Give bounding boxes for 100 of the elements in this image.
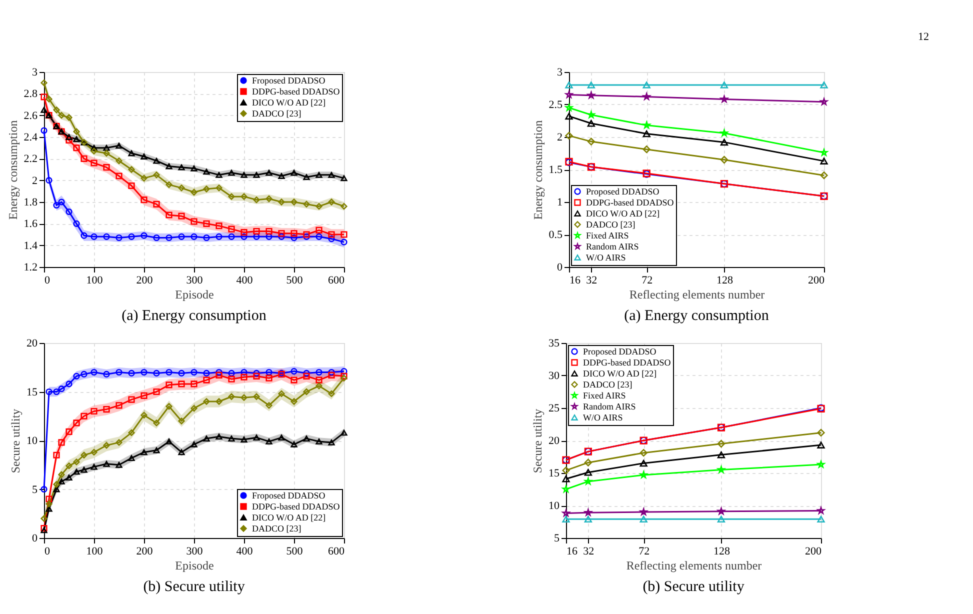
point [290, 398, 298, 405]
point [66, 136, 72, 144]
point [216, 368, 222, 376]
legend-label: Random AIRS [583, 402, 636, 412]
point [40, 527, 48, 534]
point [103, 150, 110, 157]
point [290, 234, 298, 242]
point [203, 436, 210, 442]
text: (a) Energy consumption [624, 308, 770, 324]
legend-label: Fixed AIRS [583, 390, 626, 400]
point [290, 376, 298, 384]
point [40, 106, 48, 113]
point [116, 368, 122, 376]
y-tick-label: 1.6 [24, 218, 38, 230]
point [303, 200, 310, 208]
y-tick-label: 1 [557, 196, 562, 208]
x-tick-label: 32 [586, 274, 598, 286]
point [178, 449, 185, 456]
legend-label: Froposed DDADSO [252, 76, 326, 86]
point [178, 370, 185, 377]
point [140, 232, 148, 239]
point [80, 412, 88, 420]
point [316, 226, 322, 234]
point [80, 155, 88, 162]
y-tick-label: 1.8 [24, 196, 38, 208]
y-tick-label: 2.6 [24, 110, 38, 122]
point [303, 436, 310, 442]
point [58, 112, 65, 119]
y-tick-label: 3 [32, 66, 38, 78]
point [340, 231, 348, 238]
point [128, 233, 135, 240]
point [240, 172, 248, 178]
point [73, 136, 80, 142]
point [153, 420, 160, 426]
x-axis-title: Reflecting elements number [626, 558, 762, 572]
point [328, 368, 335, 376]
y-axis-title: Secure utility [8, 408, 22, 474]
point [73, 128, 80, 135]
point [316, 203, 322, 210]
point [190, 380, 198, 388]
point [290, 198, 298, 206]
point [46, 506, 52, 512]
point [178, 184, 185, 192]
y-tick-label: 10 [548, 500, 560, 512]
y-tick-label: 35 [548, 338, 560, 350]
legend-label: DADCO [23] [252, 524, 302, 534]
point [46, 177, 52, 184]
point [328, 231, 335, 238]
point [103, 406, 110, 413]
point [73, 220, 80, 227]
point [128, 150, 135, 156]
point [73, 420, 80, 426]
point [216, 398, 222, 405]
point [228, 370, 235, 377]
point [328, 198, 335, 206]
point [278, 198, 285, 206]
point [140, 154, 148, 160]
point [228, 193, 235, 200]
point [316, 376, 322, 384]
point [90, 233, 98, 240]
point [203, 370, 210, 377]
x-tick-label: 100 [86, 274, 104, 286]
point [103, 233, 110, 240]
point [316, 438, 322, 444]
x-tick-label: 100 [86, 546, 104, 558]
point [228, 393, 235, 400]
point [328, 372, 335, 378]
point [190, 188, 198, 196]
point [328, 236, 335, 242]
point [103, 370, 110, 378]
point [203, 376, 210, 384]
y-tick-label: 15 [548, 468, 560, 480]
point [53, 388, 60, 396]
y-tick-label: 2 [32, 174, 38, 187]
point [266, 170, 272, 176]
point [303, 174, 310, 180]
point [166, 163, 172, 170]
y-tick-label: 2.8 [24, 88, 38, 100]
point [316, 368, 322, 376]
point [58, 198, 65, 206]
y-tick-label: 1.2 [24, 262, 38, 274]
point [90, 148, 98, 154]
point [73, 372, 80, 380]
legend-label: DDPG-based DDADSO [252, 502, 340, 512]
point [253, 372, 260, 380]
point [140, 412, 148, 418]
y-tick-label: 1.4 [24, 240, 38, 252]
point [153, 370, 160, 377]
x-tick-label: 0 [44, 274, 50, 286]
point [66, 114, 72, 121]
point [240, 374, 248, 380]
point [103, 144, 110, 151]
point [153, 172, 160, 178]
point [190, 441, 198, 448]
point [178, 380, 185, 388]
legend-label: DICO W/O AD [22] [583, 368, 657, 378]
x-tick-label: 400 [236, 546, 254, 558]
point [90, 464, 98, 470]
point [53, 202, 60, 209]
x-tick-label: 16 [566, 546, 578, 558]
